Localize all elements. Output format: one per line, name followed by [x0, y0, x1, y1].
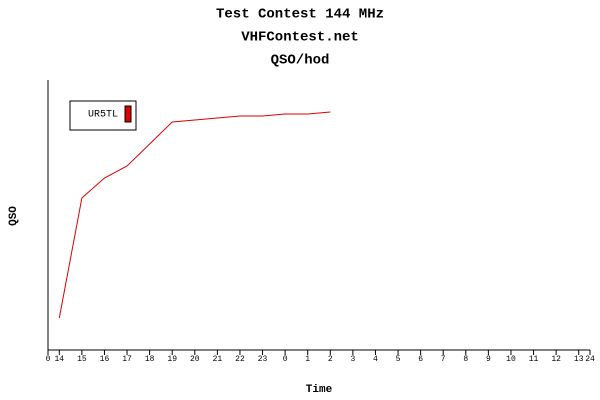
x-tick-label: 7	[441, 355, 446, 364]
x-tick-label: 20	[190, 355, 200, 364]
x-tick-label: 2	[328, 355, 333, 364]
x-tick-label: 12	[551, 355, 561, 364]
x-tick-label: 18	[145, 355, 155, 364]
x-tick-label: 9	[486, 355, 491, 364]
legend-swatch	[124, 105, 132, 123]
legend-label: UR5TL	[88, 110, 118, 121]
x-tick-label: 0	[283, 355, 288, 364]
x-tick-label: 24	[585, 355, 595, 364]
x-tick-label: 22	[235, 355, 245, 364]
series-line	[58, 111, 331, 319]
x-tick-label: 17	[122, 355, 132, 364]
x-tick-label: 23	[258, 355, 268, 364]
x-tick-label: 1	[305, 355, 310, 364]
x-tick-label: 14	[54, 355, 64, 364]
x-tick-label: 3	[350, 355, 355, 364]
x-axis-title: Time	[306, 384, 333, 396]
x-tick-label: 10	[506, 355, 516, 364]
x-tick-label: 0	[46, 355, 51, 364]
x-tick-label: 6	[418, 355, 423, 364]
x-tick-label: 19	[167, 355, 177, 364]
x-tick-label: 11	[529, 355, 539, 364]
x-tick-label: 21	[213, 355, 223, 364]
chart-subtitle: VHFContest.net	[241, 30, 359, 46]
chart-label: QSO/hod	[271, 53, 330, 69]
chart-title: Test Contest 144 MHz	[216, 7, 384, 23]
x-tick-label: 5	[396, 355, 401, 364]
x-tick-label: 4	[373, 355, 378, 364]
x-tick-label: 8	[463, 355, 468, 364]
x-tick-label: 16	[100, 355, 110, 364]
x-tick-label: 13	[574, 355, 584, 364]
y-axis-title: QSO	[8, 206, 20, 226]
x-tick-label: 15	[77, 355, 87, 364]
